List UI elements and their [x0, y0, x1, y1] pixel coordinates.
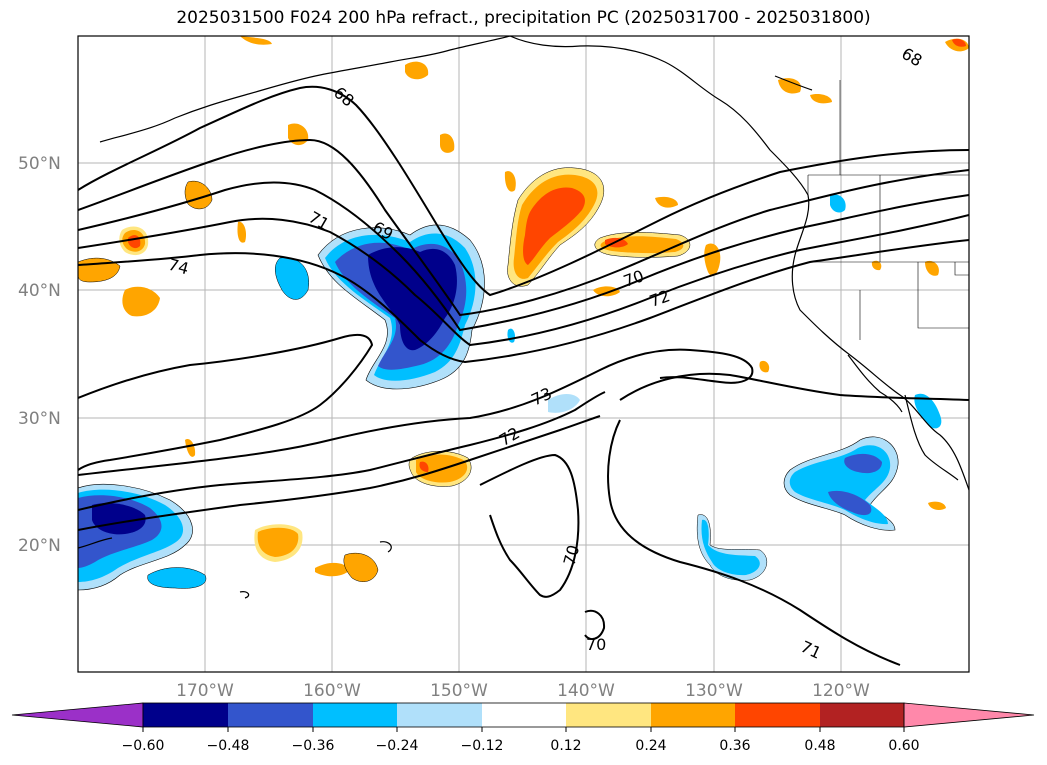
lon-label: 140°W — [557, 681, 615, 701]
colorbar-segment — [313, 703, 397, 727]
colorbar-tick: 0.48 — [804, 738, 835, 754]
colorbar-tick: 0.24 — [635, 738, 666, 754]
longitude-labels: 170°W 160°W 150°W 140°W 130°W 120°W — [176, 681, 870, 701]
colorbar-segment — [143, 703, 228, 727]
lon-label: 150°W — [430, 681, 488, 701]
colorbar-tick: 0.12 — [550, 738, 581, 754]
lat-label: 40°N — [18, 281, 61, 301]
contour-label: 74 — [166, 255, 191, 279]
colorbar: −0.60 −0.48 −0.36 −0.24 −0.12 0.12 0.24 … — [11, 702, 1035, 754]
contour-label: 70 — [560, 543, 584, 568]
lat-label: 30°N — [18, 409, 61, 429]
colorbar-segment — [397, 703, 482, 727]
lon-label: 160°W — [303, 681, 361, 701]
colorbar-tick: −0.48 — [207, 738, 250, 754]
contour-label: 70 — [586, 635, 606, 654]
latitude-labels: 50°N 40°N 30°N 20°N — [18, 154, 61, 556]
refractivity-contours — [78, 85, 969, 666]
colorbar-extend-right — [903, 702, 1035, 728]
colorbar-segment — [482, 703, 566, 727]
colorbar-tick: −0.24 — [376, 738, 419, 754]
colorbar-segment — [228, 703, 313, 727]
map-frame — [77, 35, 970, 673]
map-title: 2025031500 F024 200 hPa refract., precip… — [176, 8, 871, 28]
colorbar-segment — [651, 703, 735, 727]
coastlines — [78, 36, 969, 599]
lon-label: 170°W — [176, 681, 234, 701]
borders — [807, 80, 969, 340]
lon-label: 130°W — [685, 681, 743, 701]
lat-label: 50°N — [18, 154, 61, 174]
colorbar-segment — [820, 703, 904, 727]
colorbar-segment — [735, 703, 820, 727]
colorbar-tick: 0.36 — [719, 738, 750, 754]
lat-label: 20°N — [18, 536, 61, 556]
lon-label: 120°W — [812, 681, 870, 701]
colorbar-tick: −0.36 — [292, 738, 335, 754]
colorbar-tick: −0.12 — [461, 738, 504, 754]
colorbar-extend-left — [11, 702, 144, 728]
colorbar-segment — [566, 703, 651, 727]
colorbar-tick: 0.60 — [888, 738, 919, 754]
colorbar-tick: −0.60 — [122, 738, 165, 754]
